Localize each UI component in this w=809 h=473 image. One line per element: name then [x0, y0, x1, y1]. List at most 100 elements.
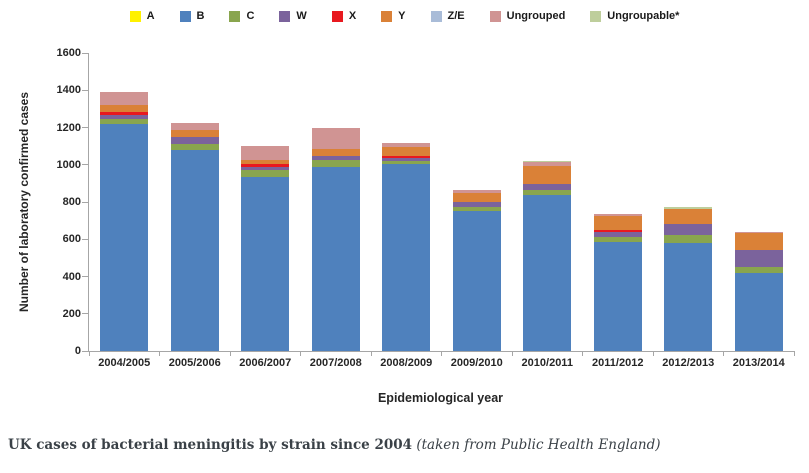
legend-swatch-z-e: [430, 10, 442, 22]
legend-swatch-y: [381, 10, 393, 22]
y-axis-tick: [82, 52, 89, 54]
y-axis-tick: [82, 276, 89, 277]
bar-segment-ungrouped: [241, 146, 290, 160]
bar-segment-x: [382, 155, 431, 158]
y-axis-tick: [82, 238, 89, 240]
bar-2010-2011: [523, 53, 572, 351]
legend-item-w: W: [279, 10, 307, 22]
bar-segment-ungrouped: [100, 92, 149, 106]
bar-segment-c: [664, 235, 713, 243]
y-tick-label: 400: [62, 270, 81, 283]
x-axis-tick: [582, 351, 583, 356]
bar-segment-x: [241, 163, 290, 167]
x-tick-label: 2004/2005: [98, 357, 151, 369]
x-axis-tick: [88, 351, 90, 356]
bar-segment-y: [734, 233, 783, 250]
y-axis-tick: [82, 313, 89, 315]
bar-segment-w: [382, 157, 431, 161]
x-tick-label: 2011/2012: [592, 357, 644, 369]
bar-2006-2007: [241, 53, 290, 351]
bar-segment-ungrouped: [593, 214, 642, 216]
x-tick-label: 2007/2008: [309, 357, 362, 369]
legend-label: C: [246, 10, 255, 22]
legend-swatch-x: [331, 10, 343, 22]
x-axis-tick: [370, 351, 372, 356]
legend-label: A: [146, 10, 155, 22]
bar-segment-x: [593, 230, 642, 232]
bar-segment-w: [664, 223, 713, 236]
x-axis-tick: [511, 351, 513, 356]
legend-label: W: [296, 10, 307, 22]
bar-segment-w: [593, 232, 642, 238]
bar-segment-y: [382, 146, 431, 156]
bar-segment-w: [170, 137, 219, 144]
bar-segment-w: [452, 201, 501, 207]
bar-segment-c: [593, 237, 642, 243]
y-axis-tick: [82, 201, 89, 203]
bar-2008-2009: [382, 53, 431, 351]
legend-label: Y: [398, 10, 406, 22]
x-axis-tick: [229, 351, 231, 356]
x-tick-label: 2013/2014: [732, 357, 785, 369]
legend-item-ungroupable: Ungroupable*: [590, 10, 679, 22]
legend-item-x: X: [331, 10, 356, 22]
caption-bold-text: UK cases of bacterial meningitis by stra…: [8, 437, 413, 453]
bar-2007-2008: [311, 53, 360, 351]
bar-segment-y: [311, 148, 360, 156]
legend-swatch-w: [279, 10, 291, 22]
bar-segment-b: [523, 195, 572, 351]
bar-segment-b: [382, 163, 431, 351]
bar-segment-c: [241, 169, 290, 177]
bar-segment-w: [523, 183, 572, 191]
y-axis-tick: [82, 350, 89, 352]
bar-2004-2005: [100, 53, 149, 351]
bar-2012-2013: [664, 53, 713, 351]
bar-segment-y: [452, 192, 501, 202]
bar-segment-b: [170, 150, 219, 351]
bar-segment-ungroupable: [664, 206, 713, 209]
legend-label: Z/E: [447, 10, 465, 22]
bar-segment-b: [241, 176, 290, 351]
legend-item-c: C: [229, 10, 254, 22]
legend-item-y: Y: [381, 10, 406, 22]
bar-segment-c: [734, 267, 783, 274]
bar-segment-ungrouped: [311, 127, 360, 149]
bar-2005-2006: [170, 53, 219, 351]
legend-label: Ungrouped: [506, 10, 566, 22]
bar-segment-y: [241, 159, 290, 164]
x-axis-title: Epidemiological year: [377, 391, 504, 405]
x-axis-tick: [652, 351, 654, 356]
x-axis-tick: [441, 351, 442, 356]
bar-segment-w: [100, 115, 149, 120]
legend-swatch-a: [129, 10, 141, 22]
legend-swatch-ungroupable: [590, 10, 602, 22]
legend-swatch-b: [179, 10, 191, 22]
bar-2013-2014: [734, 53, 783, 351]
legend-item-b: B: [179, 10, 204, 22]
bar-segment-ungrouped: [452, 190, 501, 193]
bar-segment-b: [452, 210, 501, 351]
legend: A B C W X Y Z/E Ungrouped Ungroupable*: [0, 10, 809, 22]
bar-segment-c: [100, 119, 149, 124]
bar-2011-2012: [593, 53, 642, 351]
bar-segment-b: [664, 242, 713, 351]
bar-segment-c: [452, 206, 501, 211]
bar-segment-y: [170, 129, 219, 138]
y-tick-label: 800: [62, 196, 81, 208]
x-tick-label: 2012/2013: [662, 357, 715, 369]
y-tick-label: 0: [74, 345, 81, 357]
bar-segment-ungrouped: [523, 162, 572, 166]
bar-segment-c: [170, 143, 219, 151]
bar-segment-w: [734, 249, 783, 268]
legend-label: Ungroupable*: [607, 10, 680, 22]
bar-segment-y: [593, 215, 642, 231]
bar-segment-c: [523, 190, 572, 196]
bar-segment-x: [100, 111, 149, 116]
x-tick-label: 2005/2006: [168, 357, 221, 369]
x-tick-label: 2006/2007: [239, 357, 292, 369]
legend-item-z-e: Z/E: [430, 10, 465, 22]
bar-segment-ungroupable: [523, 160, 572, 163]
bar-2009-2010: [452, 53, 501, 351]
x-axis-tick: [793, 351, 795, 356]
x-axis-tick: [300, 351, 301, 356]
